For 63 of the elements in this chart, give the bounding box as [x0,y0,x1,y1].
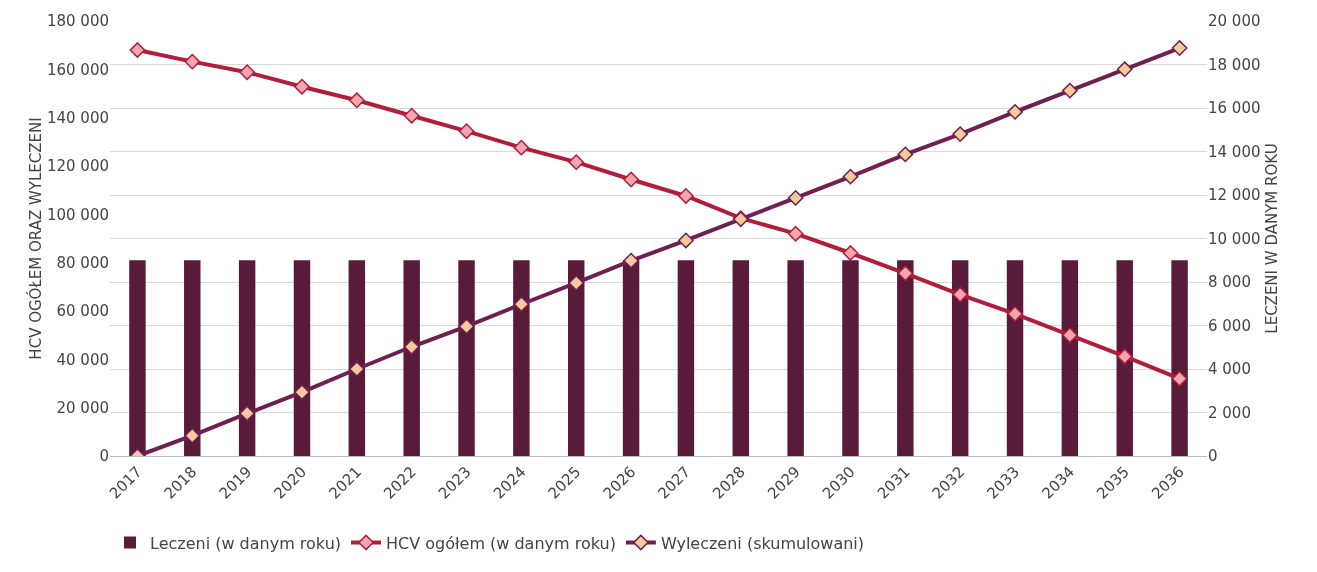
y-tick-label: 0 [99,447,109,466]
y2-tick-label: 20 000 [1208,12,1261,31]
point [239,405,256,422]
point [678,188,694,204]
point [897,265,914,282]
point [513,296,530,313]
point [1116,348,1133,365]
point [129,42,146,58]
y2-tick-label: 0 [1208,447,1218,466]
point [623,252,639,269]
point [787,190,804,206]
point [1116,61,1133,78]
legend-label: Wyleczeni (skumulowani) [660,533,865,553]
legend-label: HCV ogółem (w danym roku) [386,533,616,553]
point [568,275,585,291]
y-tick-label: 80 000 [56,253,109,272]
point [842,245,859,261]
point [294,78,310,95]
y2-tick-label: 10 000 [1208,229,1261,248]
point [568,154,585,171]
y-tick-label: 60 000 [56,302,109,321]
point [1007,306,1023,322]
point [897,146,914,163]
point [1171,40,1188,56]
point [842,168,859,185]
point [403,107,420,124]
point [348,92,365,109]
y2-tick-label: 18 000 [1208,55,1261,74]
y-tick-label: 40 000 [56,350,109,369]
legend-label: Leczeni (w danym roku) [150,533,342,553]
point [513,139,530,156]
y-tick-label: 140 000 [46,108,109,127]
y-tick-label: 160 000 [46,60,109,79]
y2-tick-label: 14 000 [1208,142,1261,161]
y2-tick-label: 12 000 [1208,186,1261,205]
point [458,123,475,140]
point [184,427,201,444]
point [403,338,420,355]
y2-axis-title: LECZENI W DANYM ROKU [1262,143,1281,334]
point [952,286,969,303]
y2-tick-label: 2 000 [1208,403,1251,422]
y-tick-label: 100 000 [46,205,109,224]
point [458,318,475,335]
y-tick-label: 20 000 [56,398,109,417]
y-axis-title: HCV OGÓŁEM ORAZ WYLECZENI [25,117,45,360]
point [787,225,804,242]
y2-tick-label: 8 000 [1208,273,1251,292]
point [294,384,310,401]
y2-tick-label: 4 000 [1208,360,1251,379]
point [623,171,639,188]
y2-tick-label: 6 000 [1208,316,1251,335]
y2-tick-label: 16 000 [1208,99,1261,118]
point [348,361,365,377]
point [184,53,201,70]
point [952,126,969,142]
point [239,64,256,81]
point [678,232,694,249]
y-tick-label: 180 000 [46,12,109,31]
point [1061,82,1078,99]
y-tick-label: 120 000 [46,157,109,176]
point [1171,370,1188,387]
point [1007,103,1023,120]
point [1061,327,1078,344]
